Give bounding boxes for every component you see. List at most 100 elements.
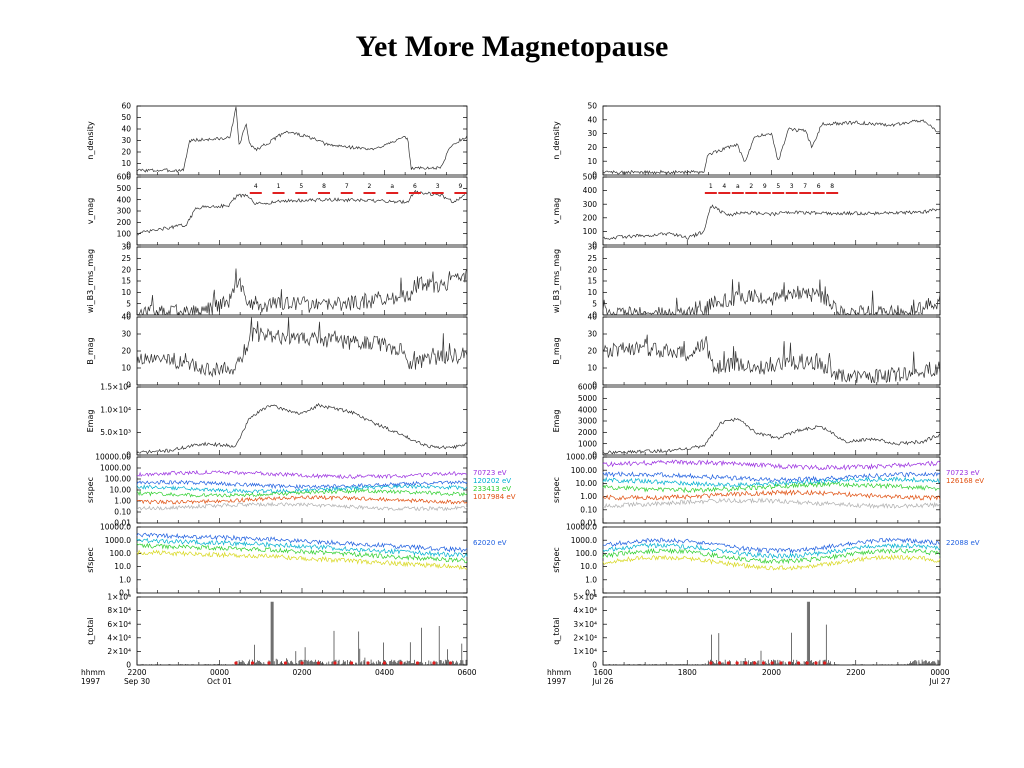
- panel-srspec: 0.01 0.10 1.00 10.00 100.00 1000.00 srspec 7072…: [552, 453, 984, 528]
- y-axis-label: Emag: [552, 410, 561, 433]
- spectrum-channel: [602, 547, 941, 565]
- y-axis-label: B_mag: [86, 337, 95, 364]
- panel-sfspec: 0.1 1.0 10.0 100.0 1000.0 10000.0 sfspec 62020 …: [86, 523, 507, 598]
- data-trace: [136, 317, 468, 378]
- interval-marker: [382, 661, 387, 665]
- y-tick-label: 50: [587, 102, 597, 111]
- y-tick-label: 10.0: [114, 562, 131, 571]
- interval-marker: [761, 661, 766, 665]
- y-tick-label: 10.00: [110, 486, 132, 495]
- spectrum-channel: [602, 554, 941, 571]
- series-label: 22088 eV: [946, 539, 980, 547]
- spectrum-channel: [136, 501, 468, 512]
- interval-marker: [283, 661, 288, 665]
- interval-marker: [432, 661, 436, 665]
- y-tick-label: 30: [121, 330, 131, 339]
- y-tick-label: 20: [121, 265, 131, 274]
- y-tick-label: 4×10⁴: [573, 606, 597, 615]
- y-tick-label: 10000.00: [95, 453, 131, 462]
- interval-marker: [770, 661, 774, 665]
- y-tick-label: 0: [126, 661, 131, 670]
- y-tick-label: 10.00: [576, 479, 598, 488]
- chart-sep30-oct01: 0102030405060n_density010020030040050060…: [81, 102, 516, 686]
- interval-label: a: [390, 183, 394, 190]
- y-tick-label: 40: [121, 125, 131, 134]
- panel-b-mag: 0 10 20 30 40 B_mag: [86, 313, 468, 390]
- interval-label: 9: [763, 183, 767, 190]
- interval-marker: [234, 661, 238, 665]
- y-tick-label: 10.0: [580, 562, 597, 571]
- interval-label: 8: [830, 183, 834, 190]
- interval-label: 8: [322, 183, 326, 190]
- spectrum-channel: [136, 494, 468, 505]
- panel-frame: [602, 176, 941, 246]
- y-tick-label: 10000.0: [100, 523, 131, 532]
- y-axis-label: wi_B3_rms_mag: [552, 249, 561, 313]
- panel-q-total: 0 2×10⁴ 4×10⁴ 6×10⁴ 8×10⁴ 1×10⁵ q_total: [86, 593, 468, 670]
- y-tick-label: 5×10⁴: [573, 593, 597, 602]
- spectrum-channel: [136, 484, 468, 494]
- y-axis-label: q_total: [86, 617, 95, 644]
- y-tick-label: 10: [587, 157, 597, 166]
- y-tick-label: 5: [126, 299, 131, 308]
- y-tick-label: 0: [592, 451, 597, 460]
- y-tick-label: 1000.0: [105, 536, 131, 545]
- series-label: 120202 eV: [473, 477, 511, 485]
- y-tick-label: 100: [117, 229, 132, 238]
- time-tick-date: Oct 01: [207, 677, 232, 686]
- y-tick-label: 1000.00: [100, 464, 131, 473]
- y-tick-label: 20: [121, 347, 131, 356]
- panel-q-total: 0 1×10⁴ 2×10⁴ 3×10⁴ 4×10⁴ 5×10⁴ q_total: [552, 593, 941, 670]
- spectrum-channel: [602, 459, 941, 471]
- y-tick-label: 100.00: [105, 475, 131, 484]
- interval-label: 7: [803, 183, 807, 190]
- y-tick-label: 1×10⁴: [573, 647, 597, 656]
- interval-marker: [814, 661, 818, 665]
- y-tick-label: 15: [121, 277, 131, 286]
- y-tick-label: 0: [126, 451, 131, 460]
- time-tick-label: 0000: [210, 668, 229, 677]
- y-tick-label: 1.00: [114, 497, 131, 506]
- y-tick-label: 1.0: [119, 575, 131, 584]
- interval-marker: [744, 661, 748, 665]
- y-tick-label: 500: [117, 184, 132, 193]
- panel-frame: [136, 596, 468, 666]
- y-axis-label: wi_B3_rms_mag: [86, 249, 95, 313]
- spectrum-channel: [136, 479, 468, 490]
- spectrum-channel: [136, 537, 468, 558]
- interval-marker: [448, 661, 453, 665]
- interval-marker: [753, 661, 757, 665]
- data-trace: [602, 204, 941, 240]
- data-trace: [136, 402, 468, 455]
- y-tick-label: 2000: [578, 428, 597, 437]
- panel-srspec: 0.01 0.10 1.00 10.00 100.00 1000.00 10000.00 sr…: [86, 453, 516, 528]
- spectrum-channel: [602, 471, 941, 483]
- panel-sfspec: 0.1 1.0 10.0 100.0 1000.0 10000.0 sfspec 22088 …: [552, 523, 980, 598]
- y-tick-label: 4000: [578, 405, 597, 414]
- time-axis-row1-label: hhmm: [547, 668, 571, 677]
- y-tick-label: 2×10⁴: [107, 647, 131, 656]
- panel-n-density: 0 10 20 30 40 50 60 n_density: [86, 102, 468, 180]
- interval-label: 9: [458, 183, 462, 190]
- y-tick-label: 10: [587, 364, 597, 373]
- y-tick-label: 400: [117, 195, 132, 204]
- y-tick-label: 300: [117, 207, 132, 216]
- interval-marker: [300, 661, 304, 665]
- y-tick-label: 5000: [578, 394, 597, 403]
- panel-frame: [602, 386, 941, 456]
- interval-label: 5: [299, 183, 303, 190]
- interval-label: 6: [413, 183, 417, 190]
- y-tick-label: 40: [121, 313, 131, 322]
- interval-marker: [726, 661, 730, 665]
- data-trace: [137, 268, 468, 316]
- spectrum-channel: [602, 497, 941, 509]
- time-tick-date: Sep 30: [124, 677, 150, 686]
- interval-label: 1: [277, 183, 281, 190]
- y-tick-label: 0: [126, 311, 131, 320]
- y-axis-label: v_mag: [86, 198, 95, 225]
- y-axis-label: Emag: [86, 410, 95, 433]
- y-tick-label: 0: [126, 171, 131, 180]
- panel-frame: [136, 456, 468, 524]
- time-tick-label: 0600: [457, 668, 476, 677]
